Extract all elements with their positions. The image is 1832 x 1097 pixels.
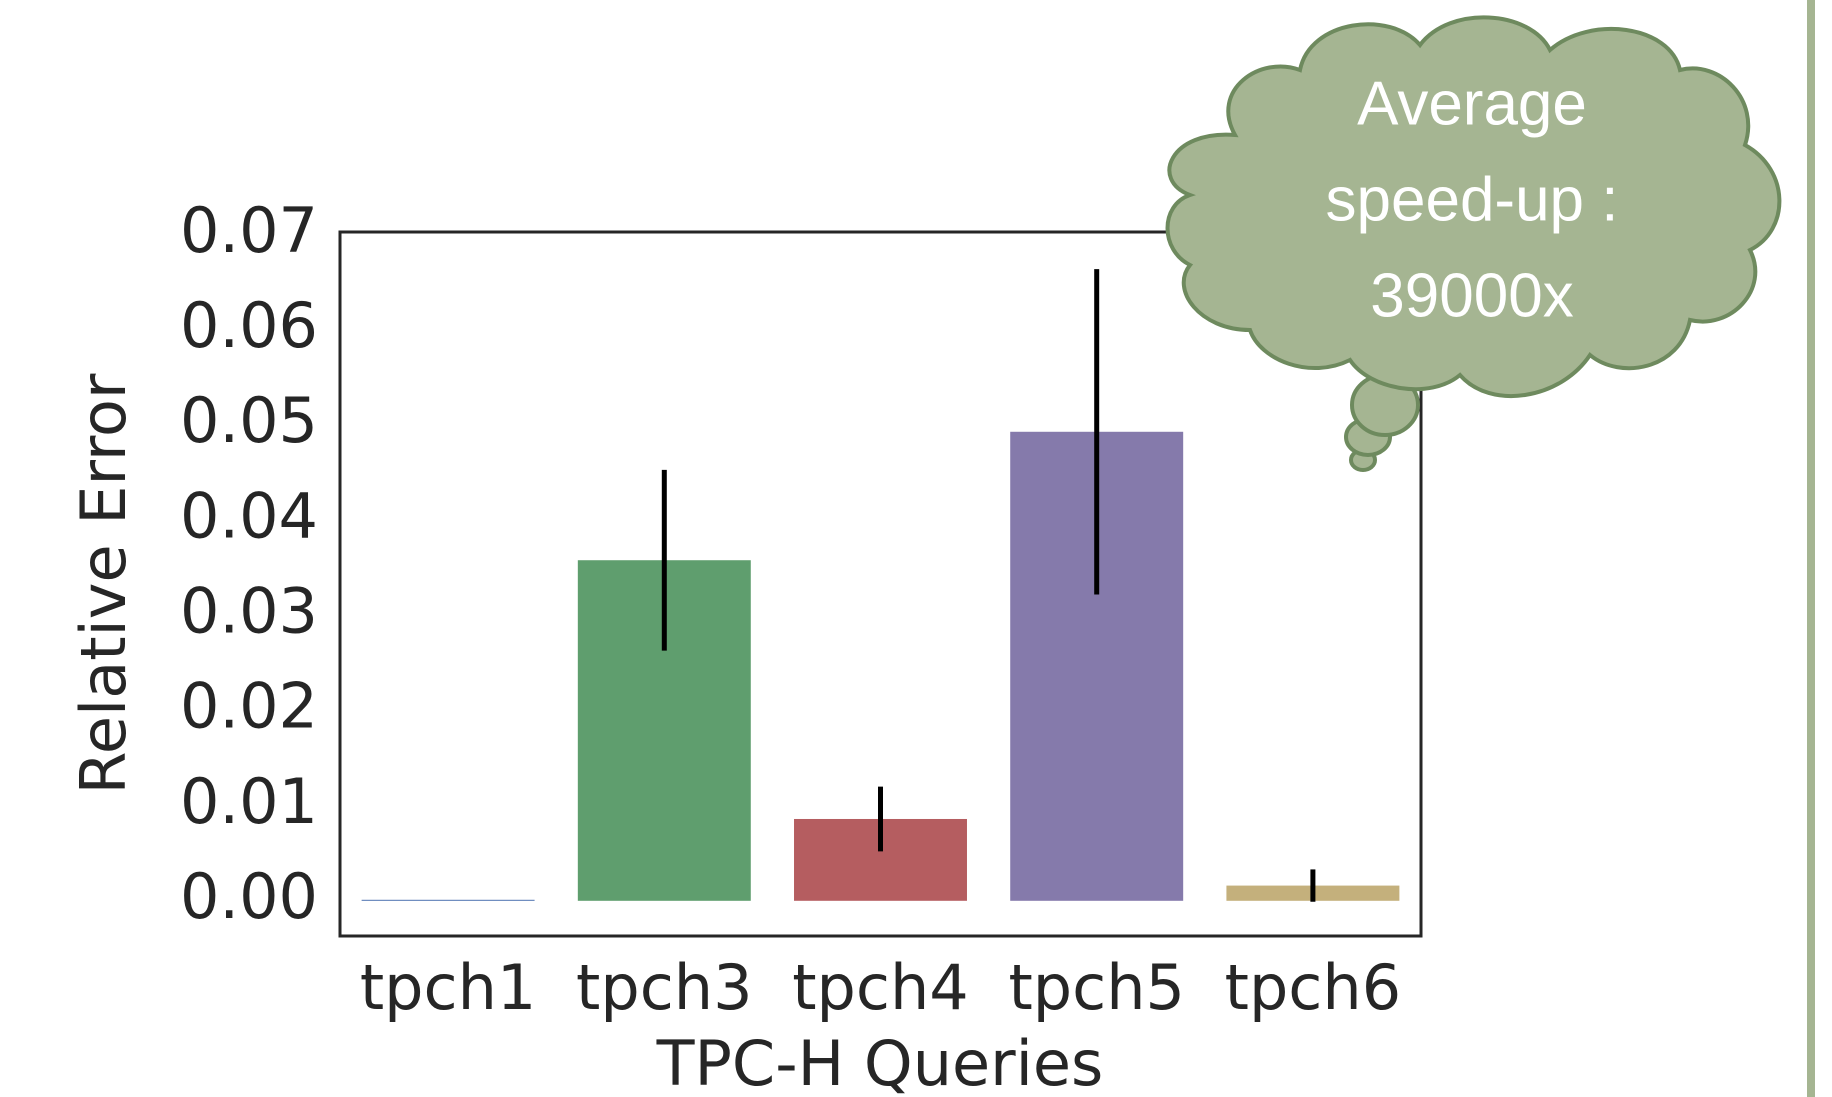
x-tick-label: tpch4 [792, 951, 969, 1024]
annotation-line: speed-up : [1326, 165, 1619, 234]
y-axis-label: Relative Error [67, 373, 140, 794]
annotation-line: Average [1357, 69, 1587, 138]
x-tick-label: tpch6 [1225, 951, 1402, 1024]
bar [362, 900, 535, 901]
y-tick-label: 0.07 [180, 194, 318, 267]
chart: TPC-H Queries Relative Error 0.00 0.01 0.0… [0, 0, 1832, 1097]
y-tick-label: 0.06 [180, 289, 318, 362]
y-tick-label: 0.01 [180, 765, 318, 838]
annotation-line: 39000x [1370, 261, 1573, 330]
y-tick-label: 0.00 [180, 860, 318, 933]
y-tick-label: 0.05 [180, 384, 318, 457]
y-tick-label: 0.02 [180, 670, 318, 743]
y-tick-label: 0.03 [180, 574, 318, 647]
x-axis-label: TPC-H Queries [656, 1027, 1104, 1097]
x-tick-label: tpch3 [576, 951, 753, 1024]
x-tick-label: tpch1 [360, 951, 537, 1024]
y-tick-label: 0.04 [180, 479, 318, 552]
x-tick-label: tpch5 [1008, 951, 1185, 1024]
